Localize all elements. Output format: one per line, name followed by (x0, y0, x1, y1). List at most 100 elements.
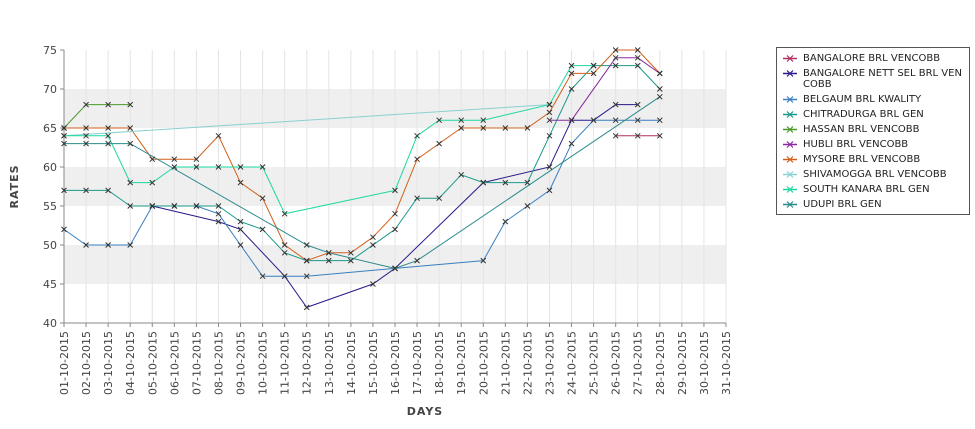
data-point (149, 203, 156, 209)
data-point (414, 257, 420, 264)
x-tick-label: 01-10-2015 (58, 331, 71, 395)
legend-swatch (783, 156, 797, 163)
data-point (392, 226, 398, 233)
data-point (612, 101, 619, 108)
x-tick-label: 14-10-2015 (345, 331, 358, 395)
data-point (83, 125, 89, 131)
series-line-3 (64, 65, 661, 262)
data-point (634, 117, 641, 124)
data-point (480, 257, 487, 264)
y-tick-labels: 40 45 50 55 60 65 70 75 (43, 44, 57, 330)
legend: BANGALORE BRL VENCOBB BANGALORE NETT SEL … (776, 47, 970, 215)
data-point (546, 101, 553, 108)
data-point (392, 187, 398, 194)
data-point (237, 226, 244, 233)
x-tick-label: 20-10-2015 (477, 331, 490, 395)
legend-label: CHITRADURGA BRL GEN (803, 109, 924, 120)
legend-swatch (783, 171, 797, 178)
x-tick-label: 19-10-2015 (455, 331, 468, 395)
data-point (546, 132, 553, 139)
y-tick-label: 75 (43, 44, 57, 57)
data-point (370, 281, 376, 287)
legend-label: BELGAUM BRL KWALITY (803, 94, 922, 105)
x-tick-label: 08-10-2015 (212, 331, 225, 395)
x-tick-label: 10-10-2015 (257, 331, 270, 395)
data-point (303, 273, 310, 280)
data-point (193, 164, 200, 170)
data-point (83, 242, 89, 248)
data-point (656, 70, 663, 77)
data-point (61, 125, 67, 131)
x-tick-label: 11-10-2015 (279, 331, 292, 395)
data-point (193, 203, 200, 209)
data-point (612, 117, 619, 124)
y-tick-label: 45 (43, 278, 57, 291)
y-axis-label: RATES (8, 164, 21, 208)
data-point (281, 249, 288, 256)
data-point (171, 203, 178, 209)
data-point (502, 125, 509, 131)
data-point (568, 86, 575, 92)
legend-label: MYSORE BRL VENCOBB (803, 154, 921, 165)
data-point (105, 132, 111, 139)
x-tick-label: 16-10-2015 (389, 331, 402, 395)
data-point (656, 117, 663, 124)
legend-label: UDUPI BRL GEN (803, 199, 882, 210)
data-point (634, 54, 641, 61)
data-point (303, 257, 310, 264)
data-point (105, 140, 111, 147)
series-line-2 (63, 119, 660, 277)
series-points (61, 47, 663, 311)
x-tick-label: 27-10-2015 (632, 331, 645, 395)
data-point (149, 179, 156, 186)
data-point (325, 249, 332, 256)
x-tick-label: 12-10-2015 (301, 331, 314, 395)
data-point (237, 164, 244, 170)
data-point (303, 242, 310, 248)
data-point (436, 195, 442, 202)
x-tick-label: 05-10-2015 (146, 331, 159, 395)
data-point (193, 156, 200, 163)
data-point (215, 210, 222, 217)
series-line-7 (63, 104, 550, 137)
data-point (105, 242, 111, 248)
data-point (634, 62, 641, 69)
data-point (458, 117, 465, 124)
series-line-6 (64, 49, 661, 262)
data-point (127, 203, 134, 209)
data-point (370, 234, 376, 241)
x-gridlines (63, 50, 727, 323)
legend-swatch (783, 126, 797, 133)
data-point (590, 70, 597, 77)
data-point (61, 187, 67, 194)
data-point (524, 179, 531, 186)
x-tick-label: 26-10-2015 (610, 331, 623, 395)
legend-swatch (783, 141, 797, 148)
data-point (281, 273, 288, 280)
y-tick-label: 55 (43, 200, 57, 213)
data-point (215, 203, 222, 209)
data-point (546, 187, 553, 194)
axes (60, 49, 727, 327)
data-point (590, 62, 597, 69)
legend-swatch (783, 186, 797, 193)
data-point (502, 218, 509, 225)
data-point (612, 47, 619, 53)
legend-swatch (783, 111, 797, 118)
legend-label: BANGALORE NETT SEL BRL VENCOBB (803, 68, 962, 90)
data-point (546, 164, 553, 170)
data-point (105, 125, 111, 131)
data-point (259, 273, 266, 280)
data-point (546, 117, 553, 124)
data-point (392, 265, 398, 272)
x-tick-label: 15-10-2015 (367, 331, 380, 395)
x-tick-label: 17-10-2015 (411, 331, 424, 395)
y-tick-label: 60 (43, 161, 57, 174)
data-point (612, 54, 619, 61)
x-tick-label: 21-10-2015 (499, 331, 512, 395)
data-point (568, 70, 575, 77)
x-tick-label: 06-10-2015 (168, 331, 181, 395)
data-point (656, 132, 663, 139)
data-point (458, 171, 465, 178)
